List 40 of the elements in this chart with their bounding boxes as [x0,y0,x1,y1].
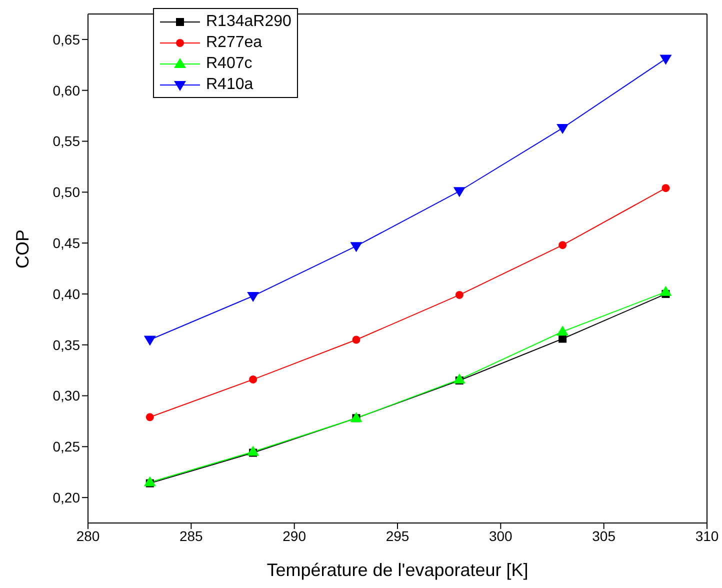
y-tick-label: 0,65 [52,31,80,48]
point [558,241,567,250]
y-axis-title: COP [12,229,32,268]
point [352,336,360,344]
x-tick-label: 280 [76,528,100,544]
point [144,336,156,346]
legend-label: R410a [206,75,254,95]
point [247,292,260,302]
x-axis-title: Température de l'evaporateur [K] [266,560,528,580]
point [249,375,258,384]
point [556,124,569,134]
y-tick-label: 0,40 [52,286,80,302]
y-tick-label: 0,55 [52,133,80,150]
x-tick-label: 290 [282,528,306,544]
legend-label: R277ea [206,33,262,53]
y-tick-label: 0,30 [52,388,80,404]
y-tick-label: 0,20 [52,490,80,506]
y-tick-label: 0,50 [52,184,80,200]
legend-label: R407c [206,54,252,74]
point [662,184,670,192]
legend-label: R134aR290 [206,12,292,32]
x-tick-label: 295 [386,528,410,544]
point [350,242,362,252]
x-tick-label: 285 [179,528,204,544]
point [660,286,672,296]
x-tick-label: 305 [592,528,616,544]
point [453,187,466,198]
x-tick-label: 300 [488,528,513,544]
point [247,446,260,456]
y-tick-label: 0,45 [52,235,80,252]
y-tick-label: 0,35 [52,336,80,353]
point [556,326,569,336]
point [144,476,156,486]
point [146,413,154,422]
point [660,54,672,65]
y-tick-label: 0,25 [52,438,80,455]
point [455,290,464,299]
y-tick-label: 0,60 [52,82,80,98]
point [453,373,466,384]
x-tick-label: 310 [695,528,719,544]
